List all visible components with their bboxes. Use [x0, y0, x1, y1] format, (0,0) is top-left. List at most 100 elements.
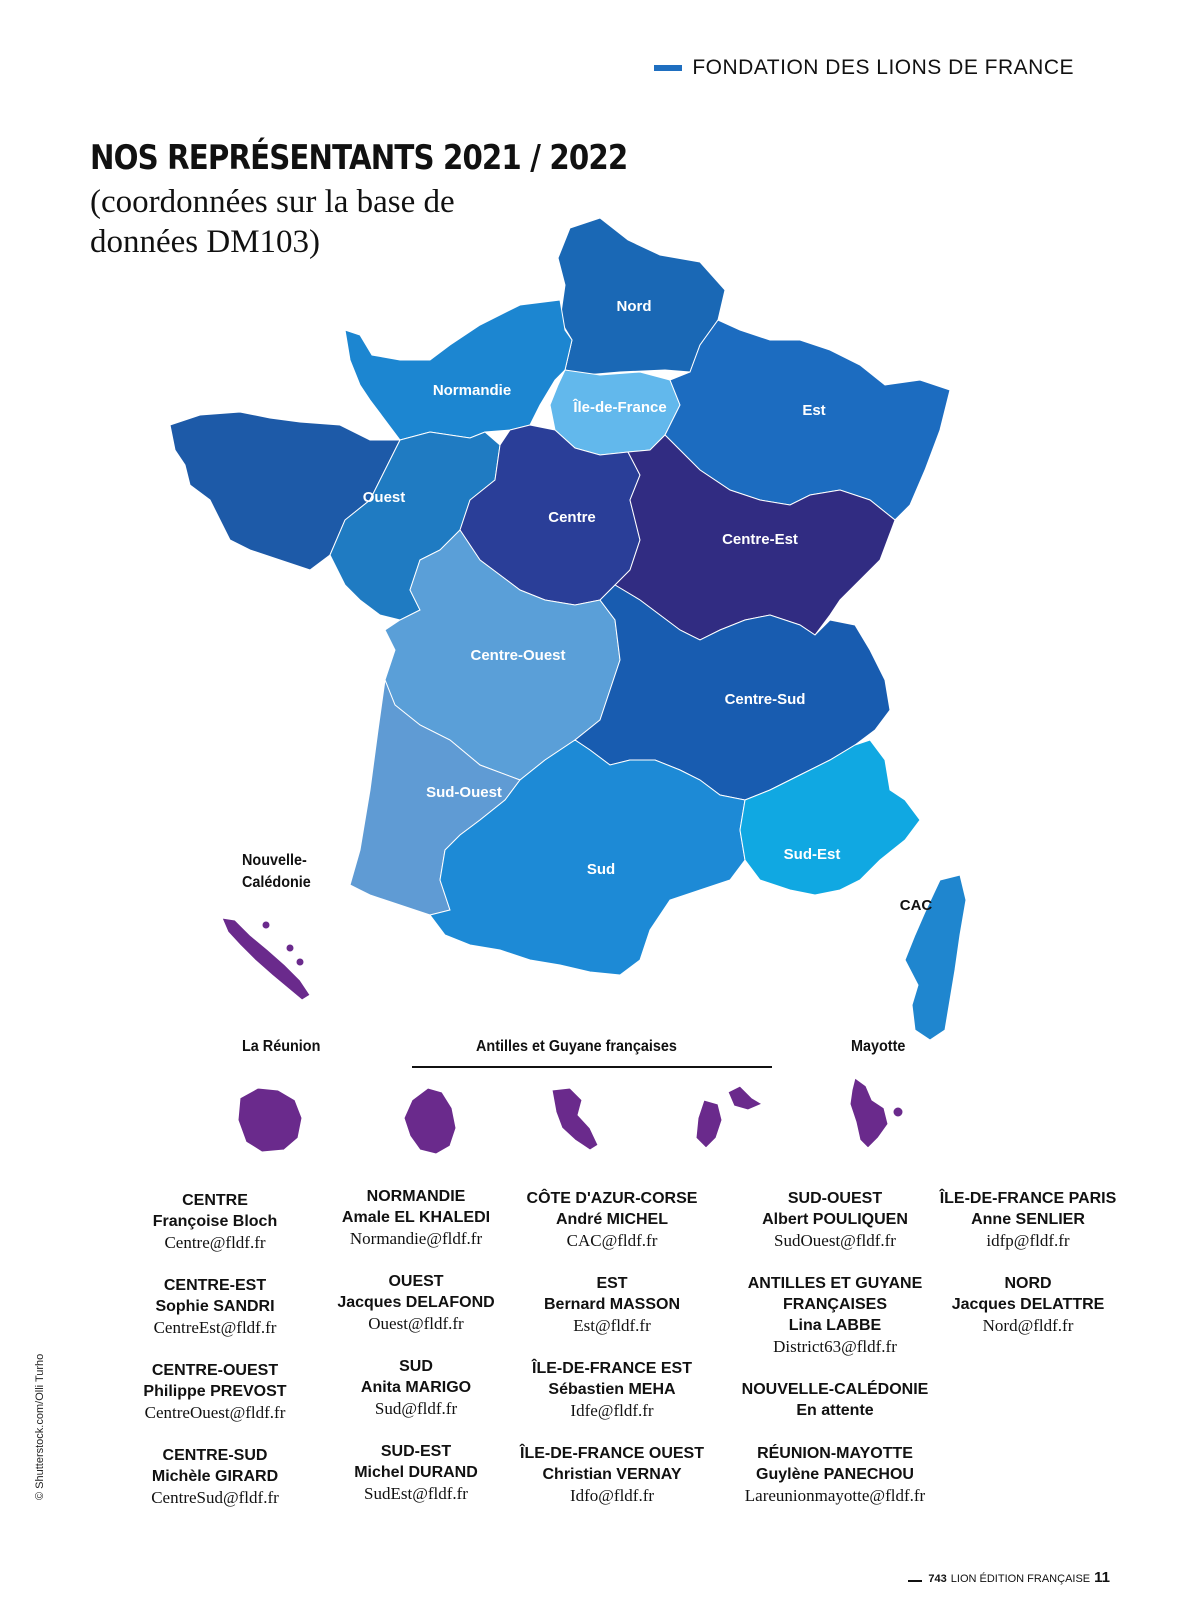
contact-email[interactable]: Idfe@fldf.fr — [570, 1401, 654, 1420]
contact-email[interactable]: Sud@fldf.fr — [374, 1399, 458, 1418]
contacts-column-2: NORMANDIE Amale EL KHALEDI Normandie@fld… — [306, 1186, 526, 1526]
contacts-column-4: SUD-OUEST Albert POULIQUEN SudOuest@fldf… — [725, 1188, 945, 1528]
france-regions-map: Nord Normandie Île-de-France Est Ouest C… — [169, 217, 967, 1155]
contact-card: NORD Jacques DELATTRE Nord@fldf.fr — [918, 1273, 1138, 1336]
contact-region: SUD — [399, 1358, 433, 1375]
contact-region: NORD — [1004, 1275, 1052, 1292]
footer-publication: LION ÉDITION FRANÇAISE — [950, 1573, 1091, 1585]
contact-email[interactable]: CentreEst@fldf.fr — [153, 1318, 277, 1337]
contact-email[interactable]: idfp@fldf.fr — [986, 1231, 1070, 1250]
contact-person: André MICHEL — [556, 1211, 668, 1228]
contact-region: ÎLE-DE-FRANCE EST — [532, 1360, 692, 1377]
contact-email[interactable]: Nord@fldf.fr — [982, 1316, 1074, 1335]
contact-person: Guylène PANECHOU — [756, 1466, 914, 1483]
contact-region: ÎLE-DE-FRANCE OUEST — [520, 1445, 704, 1462]
contact-card: CÔTE D'AZUR-CORSE André MICHEL CAC@fldf.… — [502, 1188, 722, 1251]
contact-person: Christian VERNAY — [542, 1466, 682, 1483]
footer-dash — [908, 1580, 923, 1582]
footer-page-number: 11 — [1094, 1569, 1110, 1586]
contact-card: ÎLE-DE-FRANCE EST Sébastien MEHA Idfe@fl… — [502, 1358, 722, 1421]
territory-nouvelle-caledonie-island — [261, 920, 271, 930]
territory-guadeloupe-shape — [695, 1085, 764, 1149]
page-footer: 743 LION ÉDITION FRANÇAISE 11 — [908, 1569, 1110, 1586]
label-cac: CAC — [900, 897, 933, 914]
contact-person: Amale EL KHALEDI — [341, 1209, 491, 1226]
antilles-underline — [412, 1066, 772, 1068]
contact-email[interactable]: SudOuest@fldf.fr — [774, 1231, 896, 1250]
contact-email[interactable]: CAC@fldf.fr — [566, 1231, 658, 1250]
contact-region: CÔTE D'AZUR-CORSE — [526, 1190, 698, 1207]
contact-person: Jacques DELATTRE — [951, 1296, 1105, 1313]
section-title: FONDATION DES LIONS DE FRANCE — [692, 56, 1074, 79]
contact-person: Lina LABBE — [788, 1317, 882, 1334]
contact-card: SUD-OUEST Albert POULIQUEN SudOuest@fldf… — [725, 1188, 945, 1251]
contact-email[interactable]: Idfo@fldf.fr — [569, 1486, 655, 1505]
contact-region: SUD-OUEST — [787, 1190, 883, 1207]
page-subtitle: (coordonnées sur la base de données DM10… — [90, 184, 455, 260]
contact-person: Bernard MASSON — [543, 1296, 681, 1313]
contact-email[interactable]: CentreOuest@fldf.fr — [144, 1403, 286, 1422]
contact-card: NOUVELLE-CALÉDONIE En attente — [725, 1379, 945, 1421]
footer-issue: 743 — [928, 1573, 947, 1585]
label-est: Est — [802, 402, 825, 419]
contact-person: Françoise Bloch — [152, 1213, 278, 1230]
label-la-reunion: La Réunion — [242, 1038, 321, 1055]
territory-guyane-shape — [403, 1087, 457, 1155]
contact-email[interactable]: District63@fldf.fr — [773, 1337, 897, 1356]
contact-region: CENTRE-SUD — [162, 1447, 268, 1464]
contact-card: CENTRE Françoise Bloch Centre@fldf.fr — [105, 1190, 325, 1253]
contact-email[interactable]: Normandie@fldf.fr — [349, 1229, 483, 1248]
territory-nouvelle-caledonie-island — [285, 943, 295, 953]
contact-card: CENTRE-OUEST Philippe PREVOST CentreOues… — [105, 1360, 325, 1423]
contact-email[interactable]: Ouest@fldf.fr — [368, 1314, 464, 1333]
label-sud: Sud — [587, 861, 615, 878]
region-sud-est — [739, 739, 921, 896]
label-nouvelle-caledonie-line2: Calédonie — [242, 874, 311, 891]
label-centre-est: Centre-Est — [722, 531, 798, 548]
contact-region: CENTRE-OUEST — [151, 1362, 279, 1379]
label-centre-ouest: Centre-Ouest — [470, 647, 565, 664]
contact-card: SUD-EST Michel DURAND SudEst@fldf.fr — [306, 1441, 526, 1504]
contact-region: CENTRE-EST — [163, 1277, 267, 1294]
contact-email[interactable]: CentreSud@fldf.fr — [151, 1488, 279, 1507]
contact-region: ANTILLES ET GUYANE — [747, 1275, 923, 1292]
label-ouest: Ouest — [363, 489, 406, 506]
contact-email[interactable]: Est@fldf.fr — [573, 1316, 651, 1335]
contact-card: ANTILLES ET GUYANE FRANÇAISES Lina LABBE… — [725, 1273, 945, 1357]
contact-person: Anne SENLIER — [971, 1211, 1085, 1228]
contact-card: ÎLE-DE-FRANCE OUEST Christian VERNAY Idf… — [502, 1443, 722, 1506]
page-title: NOS REPRÉSENTANTS 2021 / 2022 — [90, 138, 628, 178]
contact-region: ÎLE-DE-FRANCE PARIS — [939, 1190, 1117, 1207]
contact-region: NOUVELLE-CALÉDONIE — [741, 1381, 929, 1398]
contact-card: ÎLE-DE-FRANCE PARIS Anne SENLIER idfp@fl… — [918, 1188, 1138, 1251]
label-nouvelle-caledonie-line1: Nouvelle- — [242, 852, 307, 869]
contact-region: SUD-EST — [380, 1443, 452, 1460]
contact-person: Albert POULIQUEN — [762, 1211, 908, 1228]
contact-card: EST Bernard MASSON Est@fldf.fr — [502, 1273, 722, 1336]
photo-credit: © Shutterstock.com/Olli Turho — [34, 1353, 46, 1500]
label-sud-est: Sud-Est — [784, 846, 841, 863]
contact-card: OUEST Jacques DELAFOND Ouest@fldf.fr — [306, 1271, 526, 1334]
label-centre-sud: Centre-Sud — [725, 691, 806, 708]
label-ile-de-france: Île-de-France — [572, 398, 666, 416]
territory-nouvelle-caledonie-shape — [221, 917, 311, 1001]
contact-person: Michel DURAND — [354, 1464, 478, 1481]
contact-email[interactable]: Lareunionmayotte@fldf.fr — [744, 1486, 926, 1505]
contact-region: EST — [596, 1275, 628, 1292]
territory-nouvelle-caledonie-island — [295, 957, 305, 967]
label-nord: Nord — [617, 298, 652, 315]
contacts-column-3: CÔTE D'AZUR-CORSE André MICHEL CAC@fldf.… — [502, 1188, 722, 1528]
region-normandie — [344, 299, 573, 441]
contact-email[interactable]: Centre@fldf.fr — [164, 1233, 266, 1252]
contact-email[interactable]: SudEst@fldf.fr — [364, 1484, 468, 1503]
label-mayotte: Mayotte — [851, 1038, 906, 1055]
contact-card: RÉUNION-MAYOTTE Guylène PANECHOU Lareuni… — [725, 1443, 945, 1506]
contact-region: NORMANDIE — [366, 1188, 466, 1205]
contact-person: Sophie SANDRI — [155, 1298, 275, 1315]
contact-person: En attente — [796, 1402, 874, 1419]
header-accent-bar — [654, 65, 683, 71]
contact-region-line2: FRANÇAISES — [782, 1296, 887, 1313]
label-centre: Centre — [548, 509, 596, 526]
contacts-column-5: ÎLE-DE-FRANCE PARIS Anne SENLIER idfp@fl… — [918, 1188, 1138, 1358]
contact-person: Sébastien MEHA — [548, 1381, 676, 1398]
